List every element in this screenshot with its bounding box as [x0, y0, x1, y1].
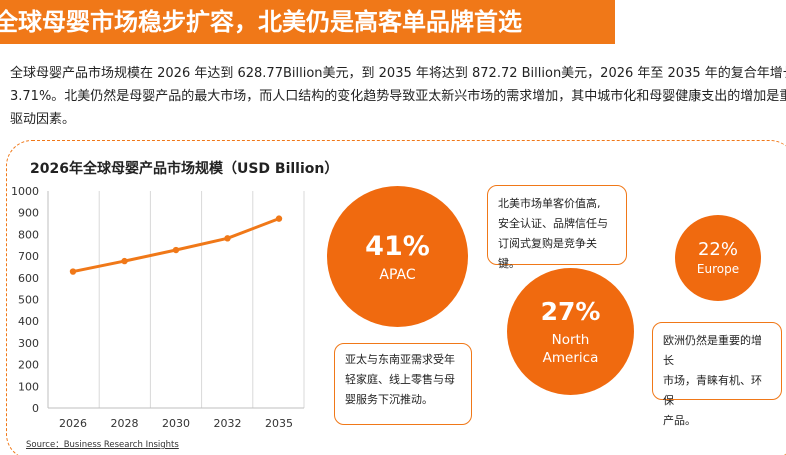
- chart-title: 2026年全球母婴产品市场规模（USD Billion）: [30, 161, 339, 177]
- north-america-callout-line-1: 北美市场单客价值高,: [498, 197, 601, 210]
- data-point: [275, 215, 283, 222]
- y-tick-label: 700: [18, 250, 39, 263]
- x-tick-label: 2028: [111, 417, 139, 430]
- north-america-share-value: 27%: [540, 296, 601, 326]
- chart-series: [69, 215, 283, 275]
- intro-paragraph: 全球母婴产品市场规模在 2026 年达到 628.77Billion美元，到 2…: [10, 62, 786, 131]
- market-size-series-line: [72, 217, 280, 274]
- x-tick-label: 2030: [162, 417, 190, 430]
- north-america-callout-line-3: 订阅式复购是竞争关键。: [498, 237, 597, 270]
- x-tick-label: 2032: [214, 417, 242, 430]
- page-banner: 全球母婴市场稳步扩容，北美仍是高客单品牌首选: [0, 0, 615, 44]
- north-america-callout-line-2: 安全认证、品牌信任与: [498, 217, 608, 230]
- chart-grid: [98, 191, 305, 408]
- y-tick-label: 600: [18, 272, 39, 285]
- page-title: 全球母婴市场稳步扩容，北美仍是高客单品牌首选: [0, 8, 522, 36]
- y-tick-label: 0: [32, 402, 39, 415]
- source-note: Source：Business Research Insights: [26, 440, 179, 450]
- y-tick-label: 1000: [11, 185, 39, 198]
- north-america-label-line-2: America: [542, 349, 599, 366]
- y-tick-labels: 0 100 200 300 400 500 600 700 800 900 1000: [11, 185, 39, 415]
- content-frame: [6, 140, 786, 455]
- europe-callout: 欧洲仍然是重要的增长 市场，青睐有机、环保 产品。: [652, 322, 782, 427]
- x-tick-labels: 2026 2028 2030 2032 2035: [59, 417, 293, 430]
- north-america-callout: 北美市场单客价值高, 安全认证、品牌信任与 订阅式复购是竞争关键。: [487, 185, 627, 270]
- apac-callout-line-1: 亚太与东南亚需求受年: [345, 353, 455, 366]
- north-america-share-label: North America: [543, 331, 599, 367]
- europe-share-value: 22%: [697, 239, 738, 260]
- apac-callout-line-3: 婴服务下沉推动。: [345, 393, 433, 406]
- intro-line-3: 驱动因素。: [10, 112, 76, 127]
- y-tick-label: 400: [18, 315, 39, 328]
- europe-callout-line-2: 市场，青睐有机、环保: [663, 374, 762, 407]
- chart-axes: [47, 191, 304, 409]
- europe-callout-line-1: 欧洲仍然是重要的增长: [663, 334, 762, 367]
- data-point: [224, 235, 231, 242]
- intro-line-1: 全球母婴产品市场规模在 2026 年达到 628.77Billion美元，到 2…: [10, 66, 786, 81]
- data-point: [121, 257, 128, 265]
- apac-share-bubble: 41% APAC: [327, 186, 468, 327]
- y-tick-label: 100: [18, 380, 39, 393]
- europe-callout-line-3: 产品。: [663, 414, 696, 427]
- europe-share-label: Europe: [696, 262, 740, 276]
- y-tick-label: 500: [18, 294, 39, 307]
- y-tick-label: 900: [18, 207, 39, 220]
- data-point: [69, 268, 77, 275]
- apac-callout: 亚太与东南亚需求受年 轻家庭、线上零售与母 婴服务下沉推动。: [334, 343, 472, 425]
- apac-callout-line-2: 轻家庭、线上零售与母: [345, 373, 455, 386]
- apac-share-label: APAC: [379, 266, 416, 283]
- y-tick-label: 200: [18, 359, 39, 372]
- y-tick-label: 300: [18, 337, 39, 350]
- intro-line-2: 3.71%。北美仍然是母婴产品的最大市场，而人口结构的变化趋势导致亚太新兴市场的…: [10, 89, 786, 104]
- x-tick-label: 2026: [59, 417, 87, 430]
- europe-share-bubble: 22% Europe: [675, 215, 761, 301]
- y-tick-label: 800: [18, 228, 39, 241]
- apac-share-value: 41%: [365, 230, 430, 262]
- x-tick-label: 2035: [265, 417, 293, 430]
- north-america-share-bubble: 27% North America: [507, 268, 634, 395]
- data-point: [172, 246, 180, 254]
- north-america-label-line-1: North: [551, 331, 590, 348]
